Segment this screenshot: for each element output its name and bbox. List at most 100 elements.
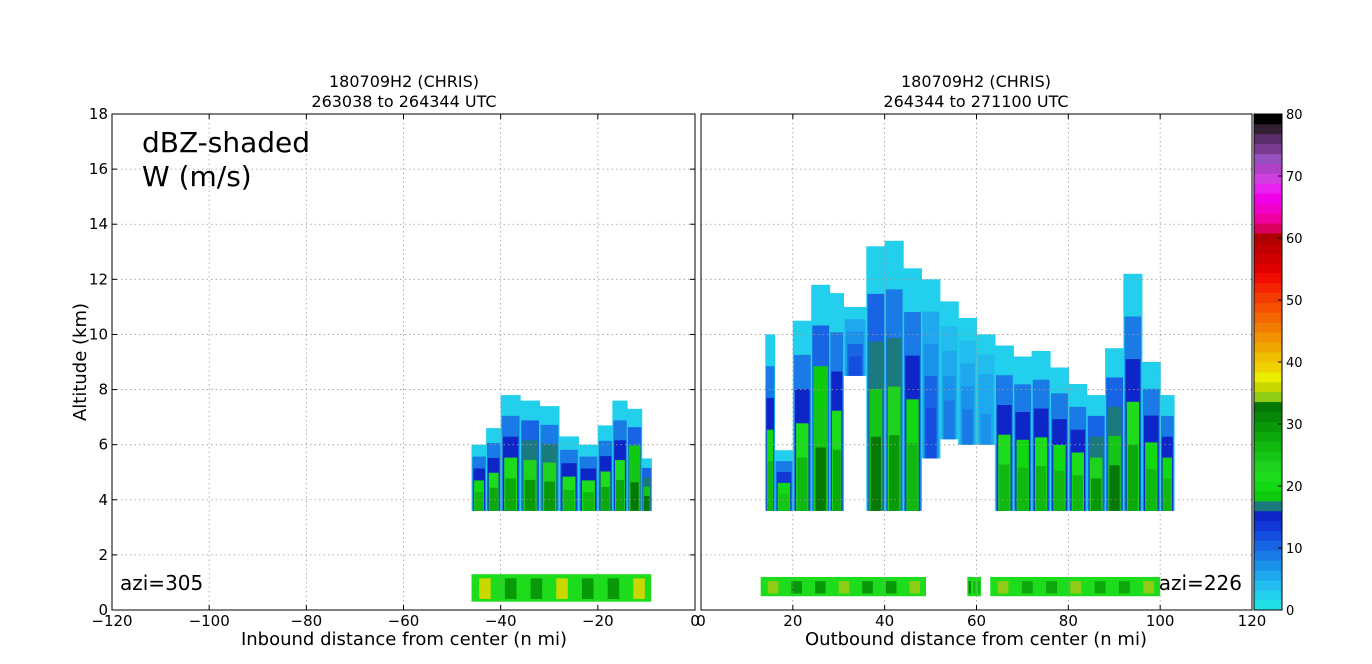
lower-band-core [504,578,517,599]
lower-band-core [1021,581,1033,594]
lower-band-core [607,578,620,599]
colorbar-band [1254,401,1282,412]
lower-band-core [997,581,1009,594]
colorbar-band [1254,292,1282,303]
lower-band-core [909,581,921,594]
lower-band-core [1118,581,1130,594]
y-tick-label: 14 [89,215,108,233]
contour-variable-label: W (m/s) [142,160,252,193]
y-tick-label: 10 [89,325,108,343]
colorbar-bands [1254,114,1282,611]
lower-band-core [1046,581,1058,594]
colorbar-band [1254,114,1282,125]
colorbar-band [1254,163,1282,174]
x-tick-label: −40 [485,612,517,630]
lower-band-core [1094,581,1106,594]
colorbar-band [1254,471,1282,482]
colorbar-band [1254,600,1282,611]
reflectivity-column-cell [1163,478,1172,511]
x-tick-label: 40 [875,612,894,630]
colorbar-band [1254,441,1282,452]
colorbar-band [1254,342,1282,353]
colorbar-ticks: 0 10 20 30 40 50 60 70 80 [1278,108,1303,619]
x-tick-label: −20 [582,612,614,630]
colorbar-band [1254,550,1282,561]
colorbar-tick-label: 20 [1286,480,1303,495]
y-tick-label: 6 [98,436,108,454]
colorbar-band [1254,272,1282,284]
reflectivity-column-cell [1036,466,1047,511]
colorbar-band [1254,123,1282,135]
colorbar-tick-label: 0 [1286,604,1294,619]
lower-band-core [767,581,779,594]
reflectivity-column-cell [1017,467,1028,511]
y-tick-label: 4 [98,491,108,509]
colorbar-band [1254,540,1282,551]
reflectivity-column-cell [1091,478,1102,511]
reflectivity-column-cell [475,492,484,511]
colorbar-band [1254,570,1282,581]
right-plot-area [760,240,1175,597]
left-panel: −120 −100 −80 −60 −40 −20 0 0 2 4 6 8 10 12 14 16 18 18… [70,72,700,650]
reflectivity-column-cell [767,461,773,511]
lower-band-core [838,581,850,594]
lower-band-core [479,578,491,599]
x-tick-label: 0 [690,612,700,630]
y-axis-label: Altitude (km) [70,303,91,421]
y-tick-label: 18 [89,105,108,123]
reflectivity-column-cell [815,447,826,511]
colorbar-band [1254,143,1282,155]
reflectivity-column-cell [489,487,498,511]
colorbar-band [1254,282,1282,293]
reflectivity-column-cell [870,436,881,511]
lower-band-core [968,581,971,594]
colorbar-band [1254,262,1282,274]
lower-band-core [862,581,873,594]
lower-band-core [815,581,826,594]
colorbar-band [1254,183,1282,194]
colorbar-band [1254,411,1282,422]
colorbar-band [1254,560,1282,571]
colorbar-band [1254,203,1282,214]
reflectivity-column-cell [797,457,808,511]
x-tick-label: 120 [1238,612,1267,630]
reflectivity-column-cell [999,464,1010,511]
right-azimuth-label: azi=226 [1159,571,1242,595]
colorbar-band [1254,510,1282,522]
reflectivity-column-cell [889,435,900,511]
colorbar-band [1254,332,1282,343]
y-tick-label: 8 [98,381,108,399]
x-tick-label: −100 [189,612,230,630]
colorbar-band [1254,431,1282,442]
left-x-ticks: −120 −100 −80 −60 −40 −20 0 [91,114,700,630]
left-grid [112,114,695,610]
reflectivity-column-cell [962,409,973,445]
colorbar-band [1254,223,1282,234]
shaded-variable-label: dBZ-shaded [142,126,310,159]
colorbar-band [1254,233,1282,244]
right-title-line-1: 180709H2 (CHRIS) [901,72,1051,91]
colorbar-band [1254,391,1282,403]
colorbar-band [1254,352,1282,363]
left-x-axis-label: Inbound distance from center (n mi) [241,629,567,650]
reflectivity-column-cell [1109,465,1120,511]
right-panel: 0 20 40 60 80 100 120 180709H2 (CHRIS) 264344 … [696,72,1266,650]
reflectivity-column-cell [1127,444,1138,511]
reflectivity-column-cell [1146,469,1157,511]
reflectivity-column-cell [524,479,536,511]
left-azimuth-label: azi=305 [120,571,203,595]
colorbar-band [1254,193,1282,204]
colorbar-band [1254,153,1282,164]
reflectivity-column-cell [778,493,790,511]
left-y-ticks: 0 2 4 6 8 10 12 14 16 18 [89,105,695,619]
colorbar-band [1254,451,1282,462]
lower-band-core [791,581,803,594]
x-tick-label: −60 [388,612,420,630]
colorbar-band [1254,312,1282,323]
x-tick-label: 0 [696,612,706,630]
reflectivity-column-cell [615,479,625,511]
colorbar-band [1254,252,1282,264]
colorbar-band [1254,213,1282,224]
reflectivity-column-cell [563,490,575,511]
lower-band-core [1070,581,1082,594]
